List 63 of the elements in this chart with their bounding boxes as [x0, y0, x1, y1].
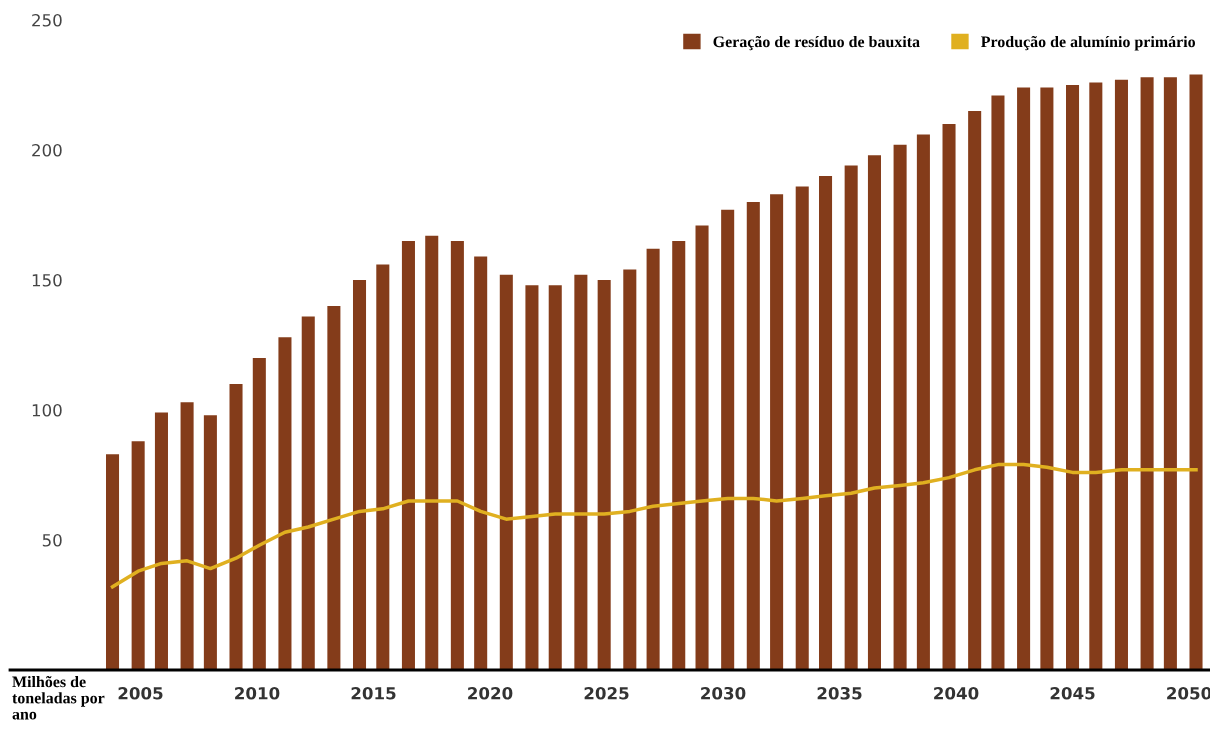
bar [525, 285, 539, 670]
legend-label: Produção de alumínio primário [981, 35, 1196, 51]
bar [425, 235, 439, 670]
bar [474, 256, 488, 670]
bar [301, 316, 315, 670]
bar [916, 134, 930, 670]
bar [352, 280, 367, 670]
x-tick-label: 2045 [1050, 686, 1095, 700]
bar [1114, 79, 1128, 670]
bar [1066, 85, 1080, 670]
bar [401, 241, 415, 670]
bar [646, 248, 660, 670]
bar [597, 280, 611, 670]
x-tick-label: 2015 [351, 686, 396, 700]
bar [450, 241, 464, 670]
y-tick-label: 200 [32, 143, 62, 157]
bar [1140, 77, 1154, 670]
legend-label: Geração de resíduo de bauxita [713, 35, 920, 51]
bar [819, 176, 833, 670]
x-tick-label: 2030 [701, 686, 746, 700]
x-tick-label: 2025 [584, 686, 629, 700]
bar [327, 306, 341, 670]
bar [1189, 74, 1203, 670]
bar [623, 269, 637, 670]
bar [721, 209, 735, 670]
bar [278, 337, 292, 670]
y-tick-label: 250 [32, 13, 62, 27]
bar [180, 402, 194, 670]
bar [376, 264, 390, 670]
x-tick-label: 2020 [468, 686, 513, 700]
bar [968, 111, 982, 670]
bar [574, 274, 588, 670]
y-tick-label: 150 [32, 273, 62, 287]
bar [154, 412, 168, 670]
y-tick-label: 100 [32, 403, 62, 417]
x-tick-label: 2010 [235, 686, 280, 700]
bar [1040, 87, 1054, 670]
bar [893, 144, 907, 670]
bar [746, 202, 760, 670]
bar [548, 285, 562, 670]
line-series [110, 462, 1198, 589]
bar [795, 186, 809, 670]
bar [695, 225, 709, 670]
x-tick-label: 2035 [817, 686, 862, 700]
bar [131, 441, 145, 670]
bar [106, 454, 120, 670]
bar [991, 95, 1005, 670]
bar [770, 194, 784, 670]
bar [229, 384, 243, 670]
bar [499, 274, 513, 670]
text: Milhões de toneladas por ano [12, 675, 105, 720]
bar [1163, 77, 1177, 670]
x-tick-label: 2040 [934, 686, 979, 700]
bar [942, 124, 956, 670]
y-tick-label: 50 [42, 533, 62, 547]
bar [672, 241, 686, 670]
x-tick-label: 2005 [118, 686, 163, 700]
bar [1017, 87, 1031, 670]
bar [844, 165, 858, 670]
bar [867, 155, 881, 670]
bar [203, 415, 217, 670]
bar [252, 358, 266, 670]
bar [1089, 82, 1103, 670]
